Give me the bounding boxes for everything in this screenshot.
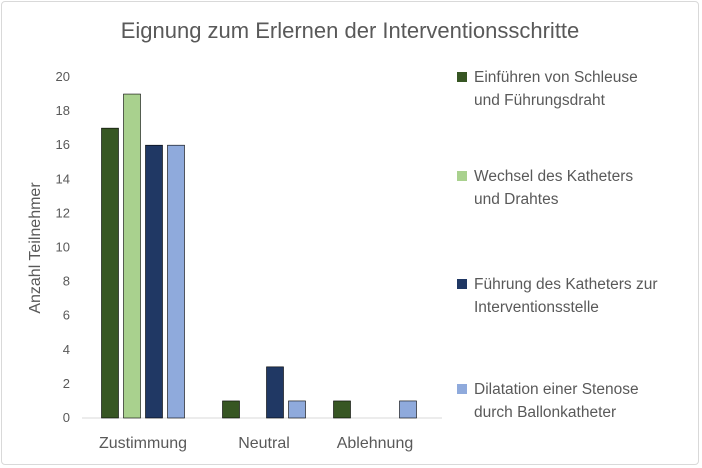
bar — [167, 144, 185, 419]
bar — [266, 366, 284, 419]
y-tick-label: 8 — [63, 274, 70, 289]
y-tick-label: 12 — [56, 205, 70, 220]
y-axis-label: Anzahl Teilnehmer — [27, 182, 44, 314]
y-axis-ticks: 0 2 4 6 8 10 12 14 16 18 20 — [56, 69, 70, 425]
y-tick-label: 14 — [56, 171, 70, 186]
legend-entry: Führung des Katheters zur Interventionsst… — [474, 276, 658, 316]
legend-swatch — [457, 72, 467, 82]
legend-entry: Einführen von Schleuse und Führungsdraht — [474, 69, 638, 109]
bar — [399, 400, 417, 419]
bars — [101, 93, 417, 419]
y-tick-label: 4 — [63, 342, 70, 357]
bar — [101, 127, 119, 419]
y-tick-label: 6 — [63, 308, 70, 323]
chart-title: Eignung zum Erlernen der Interventionssc… — [121, 18, 580, 43]
x-category-label: Ablehnung — [337, 435, 414, 452]
legend-entry: Dilatation einer Stenose durch Ballonkath… — [474, 381, 639, 421]
y-tick-label: 18 — [56, 103, 70, 118]
legend-swatch — [457, 279, 467, 289]
y-tick-label: 10 — [56, 240, 70, 255]
category-labels: Zustimmung Neutral Ablehnung — [99, 435, 413, 452]
y-tick-label: 0 — [63, 410, 70, 425]
bar — [222, 400, 240, 419]
y-tick-label: 2 — [63, 376, 70, 391]
x-category-label: Neutral — [238, 435, 290, 452]
y-tick-label: 20 — [56, 69, 70, 84]
legend-entry: Wechsel des Katheters und Drahtes — [474, 168, 633, 208]
bar — [145, 144, 163, 419]
bar — [288, 400, 306, 419]
legend: Einführen von Schleuse und Führungsdraht W… — [457, 69, 658, 421]
legend-swatch — [457, 384, 467, 394]
bar — [333, 400, 351, 419]
bar — [123, 93, 141, 419]
legend-swatch — [457, 171, 467, 181]
y-tick-label: 16 — [56, 137, 70, 152]
x-category-label: Zustimmung — [99, 435, 187, 452]
